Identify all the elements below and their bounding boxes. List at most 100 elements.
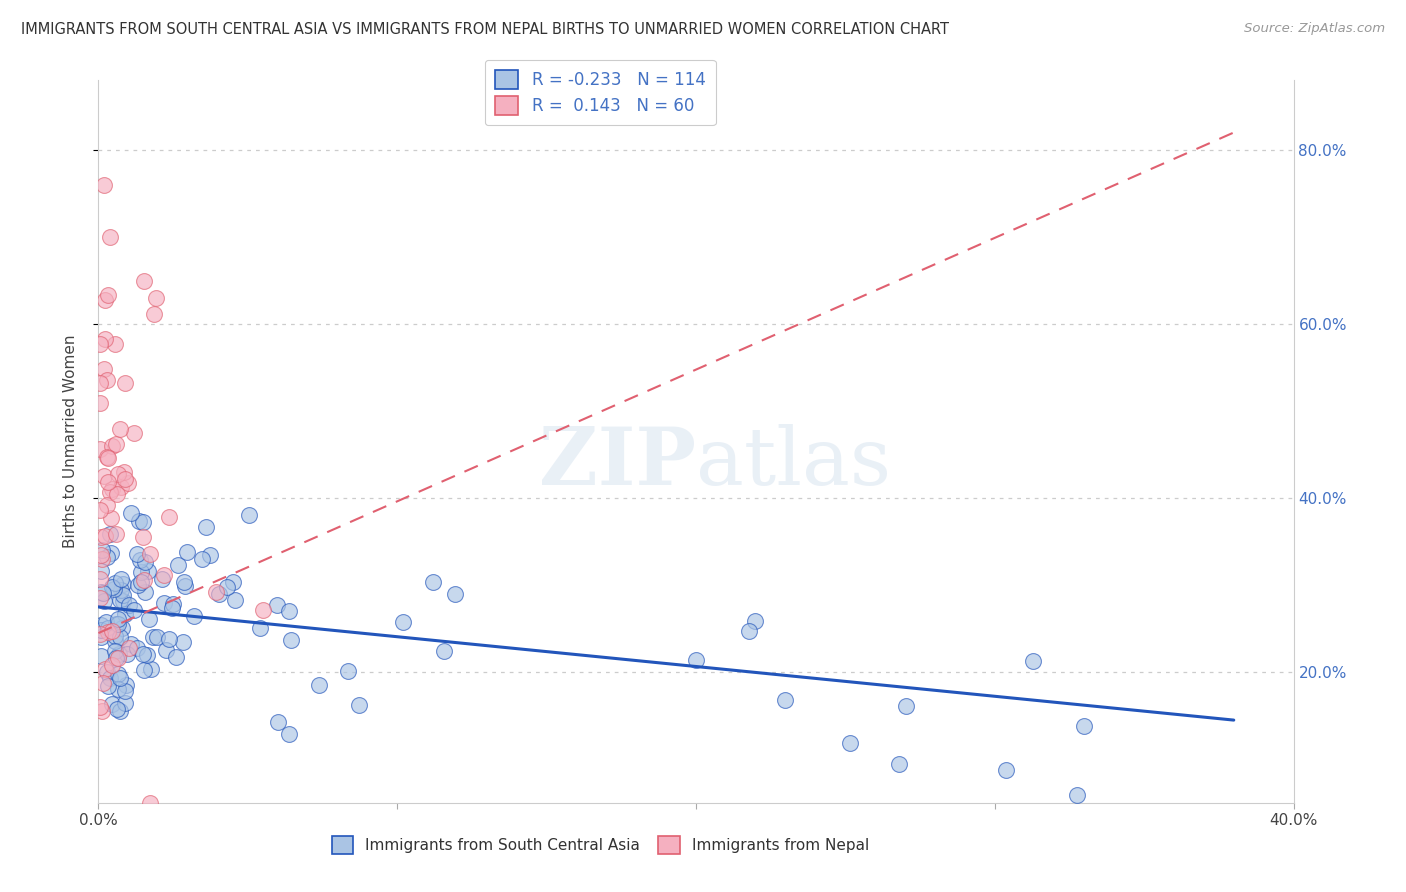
Point	[107, 612, 129, 626]
Point	[146, 630, 169, 644]
Point	[773, 693, 796, 707]
Point	[107, 616, 129, 631]
Point	[127, 547, 149, 561]
Point	[93, 469, 115, 483]
Point	[887, 756, 910, 771]
Point	[145, 291, 167, 305]
Point	[90, 618, 112, 632]
Point	[105, 527, 128, 541]
Point	[97, 621, 120, 635]
Point	[112, 594, 135, 608]
Point	[159, 632, 181, 647]
Point	[1073, 719, 1095, 733]
Point	[266, 598, 288, 612]
Point	[152, 596, 174, 610]
Point	[238, 508, 260, 522]
Point	[134, 585, 156, 599]
Point	[97, 624, 120, 639]
Point	[89, 700, 111, 714]
Point	[89, 337, 111, 351]
Point	[98, 526, 121, 541]
Point	[97, 475, 120, 489]
Point	[422, 574, 444, 589]
Point	[132, 663, 155, 677]
Point	[94, 662, 117, 676]
Point	[129, 565, 152, 579]
Point	[142, 630, 165, 644]
Point	[252, 603, 274, 617]
Point	[744, 614, 766, 628]
Point	[105, 487, 128, 501]
Point	[94, 615, 117, 629]
Point	[101, 439, 124, 453]
Point	[100, 580, 122, 594]
Point	[111, 588, 134, 602]
Point	[132, 515, 155, 529]
Point	[125, 640, 148, 655]
Text: atlas: atlas	[696, 425, 891, 502]
Y-axis label: Births to Unmarried Women: Births to Unmarried Women	[63, 334, 77, 549]
Point	[110, 572, 132, 586]
Point	[138, 612, 160, 626]
Point	[118, 599, 141, 613]
Point	[104, 575, 127, 590]
Point	[894, 698, 917, 713]
Point	[132, 530, 155, 544]
Point	[165, 650, 187, 665]
Point	[155, 643, 177, 657]
Point	[839, 736, 862, 750]
Point	[108, 592, 131, 607]
Point	[392, 615, 415, 630]
Point	[104, 633, 127, 648]
Point	[112, 465, 135, 479]
Point	[90, 648, 112, 663]
Point	[136, 564, 159, 578]
Point	[115, 647, 138, 661]
Point	[173, 575, 195, 590]
Point	[114, 607, 136, 621]
Text: ZIP: ZIP	[538, 425, 696, 502]
Point	[207, 587, 229, 601]
Point	[89, 572, 111, 586]
Point	[173, 579, 195, 593]
Point	[94, 529, 117, 543]
Point	[89, 503, 111, 517]
Point	[96, 550, 118, 565]
Point	[204, 585, 226, 599]
Point	[176, 545, 198, 559]
Point	[120, 506, 142, 520]
Point	[139, 662, 162, 676]
Point	[128, 553, 150, 567]
Point	[101, 624, 124, 638]
Point	[108, 422, 131, 436]
Point	[110, 630, 132, 644]
Point	[94, 293, 117, 307]
Text: Source: ZipAtlas.com: Source: ZipAtlas.com	[1244, 22, 1385, 36]
Point	[90, 551, 112, 566]
Point	[107, 701, 129, 715]
Point	[100, 546, 122, 560]
Point	[336, 665, 359, 679]
Point	[110, 583, 132, 598]
Point	[107, 651, 129, 665]
Point	[90, 623, 112, 637]
Point	[100, 511, 122, 525]
Point	[183, 608, 205, 623]
Point	[97, 679, 120, 693]
Point	[98, 485, 121, 500]
Point	[129, 574, 152, 589]
Point	[132, 274, 155, 288]
Point	[114, 472, 136, 486]
Point	[308, 678, 330, 692]
Point	[104, 629, 127, 643]
Point	[143, 306, 166, 320]
Point	[249, 621, 271, 635]
Point	[96, 373, 118, 387]
Point	[1066, 788, 1088, 802]
Point	[105, 650, 128, 665]
Point	[104, 616, 127, 631]
Point	[93, 586, 115, 600]
Point	[215, 580, 238, 594]
Point	[280, 633, 302, 648]
Point	[115, 678, 138, 692]
